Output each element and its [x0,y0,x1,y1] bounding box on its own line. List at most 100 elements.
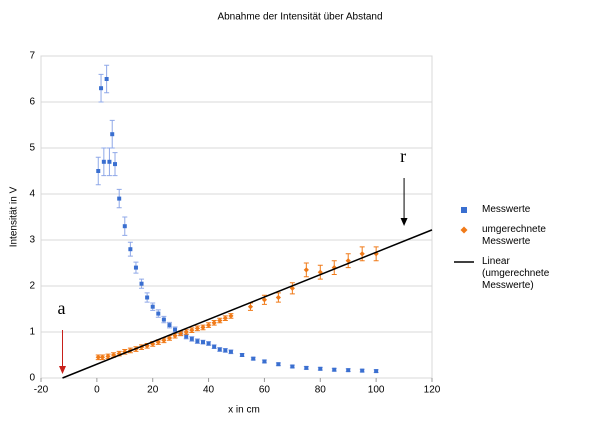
data-point [360,368,365,373]
data-point [122,349,128,355]
data-point [117,196,122,201]
legend: Messwerte umgerechnete Messwerte Linear (u… [452,204,592,300]
annotation-arrowhead [59,366,67,374]
x-tick-label: 80 [315,385,327,396]
x-tick-label: 120 [424,385,441,396]
data-point [122,224,127,229]
data-point [303,267,309,273]
data-point [289,285,295,291]
data-point [99,86,104,91]
data-point [161,317,166,322]
data-point [262,359,267,364]
data-point [150,341,156,347]
data-point [172,333,178,339]
data-point [345,258,351,264]
data-point [251,356,256,361]
chart-title: Abnahme der Intensität über Abstand [217,12,382,23]
data-point [150,304,155,309]
y-tick-label: 0 [29,373,35,384]
data-point [223,348,228,353]
data-point [304,365,309,370]
legend-marker [460,226,468,234]
trend-line [62,229,433,379]
data-point [346,368,351,373]
data-point [290,364,295,369]
data-point [195,339,200,344]
x-tick-label: -20 [34,385,49,396]
legend-marker [461,207,467,213]
data-point [206,341,211,346]
x-axis-label: x in cm [228,405,260,416]
x-tick-label: 60 [259,385,271,396]
legend-label: umgerechnete Messwerte [482,224,546,247]
data-point [167,323,172,328]
data-point [99,354,106,360]
data-point [161,337,167,343]
y-tick-label: 7 [29,51,35,62]
data-point [275,294,281,301]
data-point [318,366,323,371]
plot-area [40,55,433,379]
data-point [178,330,184,336]
legend-symbol [460,226,468,234]
legend-item: Messwerte [452,204,592,216]
y-tick-label: 4 [29,189,35,200]
data-point [205,322,212,328]
data-point [217,347,222,352]
data-point [200,340,205,345]
data-point [184,334,189,339]
annotation: r [400,146,406,166]
data-point [247,304,254,310]
data-point [128,247,133,252]
data-point [222,315,228,321]
y-tick-label: 6 [29,97,35,108]
legend-item: umgerechnete Messwerte [452,224,592,248]
y-tick-label: 1 [29,327,35,338]
y-tick-label: 3 [29,235,35,246]
data-point [373,251,379,257]
legend-symbol [461,207,467,213]
data-point [139,281,144,286]
data-point [110,132,115,137]
annotation: a [58,298,66,318]
data-point [212,344,217,349]
data-point [101,159,106,164]
x-tick-label: 100 [368,385,385,396]
data-point [261,297,268,303]
data-point [332,367,337,372]
x-tick-label: 0 [94,385,100,396]
data-point [107,159,112,164]
y-tick-label: 5 [29,143,35,154]
data-point [211,320,217,326]
legend-label: Messwerte [482,204,531,215]
annotation-arrowhead [400,218,408,226]
data-point [194,325,200,331]
data-point [189,336,194,341]
data-point [183,329,189,335]
data-point [228,349,233,354]
data-point [133,265,138,270]
y-axis-label: Intensität in V [9,186,20,247]
data-point [104,77,109,81]
data-point [276,362,281,367]
data-point [240,353,245,357]
data-point [113,162,118,167]
legend-symbol [454,261,474,263]
y-tick-label: 2 [29,281,35,292]
data-point [105,353,111,359]
data-point [374,369,379,374]
data-point [173,327,178,332]
x-tick-label: 40 [203,385,215,396]
data-point [166,335,173,341]
data-point [95,354,101,360]
data-point [145,295,150,300]
data-point [228,313,234,319]
data-point [96,169,101,173]
x-tick-label: 20 [147,385,159,396]
data-point [359,251,365,257]
data-point [200,324,206,330]
data-point [189,327,195,333]
data-point [156,311,161,316]
